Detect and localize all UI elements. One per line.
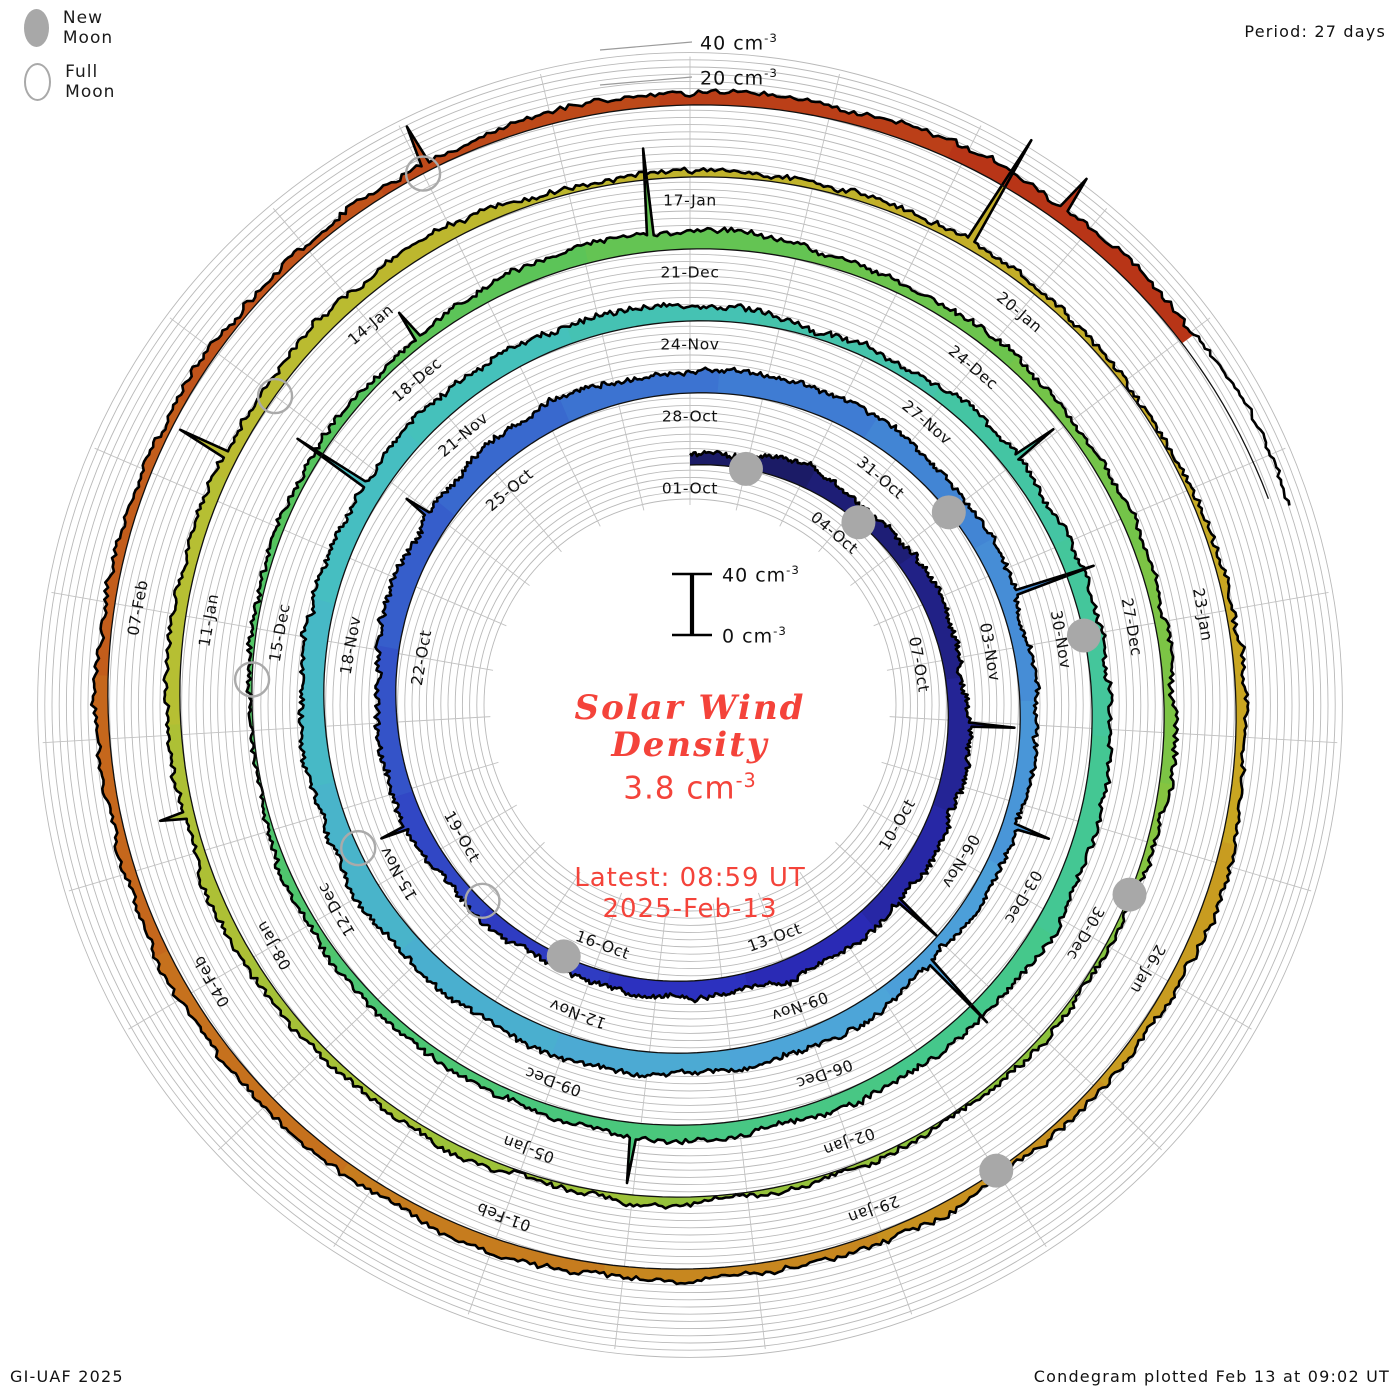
new-moon-marker: [546, 939, 581, 974]
legend-item-new-moon: New Moon: [24, 8, 126, 48]
chart-title-line2: Density: [611, 724, 769, 765]
latest-date: 2025-Feb-13: [602, 894, 778, 925]
full-moon-marker: [233, 661, 271, 698]
center-readout: Solar Wind Density 3.8 cm-3 Latest: 08:5…: [380, 690, 1000, 926]
new-moon-icon: [24, 9, 49, 47]
full-moon-marker: [340, 829, 377, 867]
latest-readout: Latest: 08:59 UT 2025-Feb-13: [380, 863, 1000, 926]
credit-label: GI-UAF 2025: [10, 1367, 124, 1386]
radial-axis-label-40-text: 40 cm: [700, 32, 765, 55]
period-label: Period: 27 days: [1244, 22, 1386, 41]
full-moon-icon: [24, 63, 52, 101]
date-tick-label: 30-Nov: [1047, 609, 1075, 670]
scale-bar-top-text: 40 cm: [722, 564, 787, 587]
date-tick-label: 01-Feb: [474, 1199, 533, 1235]
date-tick-label: 06-Dec: [794, 1055, 856, 1092]
radial-axis-label-40-exp: -3: [764, 31, 778, 45]
scale-bar-bottom-exp: -3: [773, 624, 787, 638]
new-moon-marker: [1066, 618, 1101, 653]
legend-label-new-moon: New Moon: [62, 8, 114, 48]
angular-gridlines: [42, 56, 1338, 1350]
date-tick-label: 18-Nov: [337, 614, 365, 675]
scale-bar-top-exp: -3: [786, 563, 800, 577]
legend-label-full-moon: Full Moon: [65, 62, 116, 102]
new-moon-marker: [841, 505, 876, 540]
full-moon-marker: [464, 882, 501, 920]
date-tick-label: 03-Nov: [976, 621, 1004, 682]
current-value: 3.8 cm-3: [380, 769, 1000, 806]
current-value-text: 3.8 cm: [623, 770, 736, 807]
date-tick-label: 21-Dec: [661, 264, 720, 282]
date-tick-label: 22-Oct: [408, 628, 435, 686]
new-moon-marker: [1112, 877, 1147, 912]
full-moon-marker: [404, 155, 442, 192]
latest-time: Latest: 08:59 UT: [574, 862, 806, 893]
date-tick-label: 09-Dec: [522, 1063, 584, 1100]
moon-phase-markers: [233, 155, 1147, 1188]
radial-axis-label-20-text: 20 cm: [700, 67, 765, 90]
date-tick-label: 02-Jan: [821, 1124, 878, 1159]
new-moon-marker: [979, 1153, 1014, 1188]
date-tick-label: 24-Nov: [660, 336, 719, 354]
radial-axis-label-20: 20 cm-3: [700, 66, 778, 89]
full-moon-marker: [256, 377, 294, 415]
date-tick-label: 29-Jan: [845, 1192, 902, 1227]
legend-item-full-moon: Full Moon: [24, 62, 126, 102]
new-moon-marker: [931, 495, 966, 530]
date-tick-label: 07-Feb: [124, 578, 152, 637]
scale-bar-bottom-text: 0 cm: [722, 625, 774, 648]
new-moon-marker: [728, 451, 763, 486]
date-tick-label: 27-Dec: [1118, 597, 1146, 658]
date-tick-label: 28-Oct: [662, 408, 718, 426]
chart-title-line1: Solar Wind: [574, 688, 806, 728]
date-tick-label: 05-Jan: [500, 1131, 557, 1166]
radial-axis-label-20-exp: -3: [764, 66, 778, 80]
current-value-exp: -3: [735, 769, 757, 793]
date-tick-label: 01-Oct: [662, 480, 718, 498]
date-tick-label: 16-Oct: [573, 927, 632, 963]
radial-axis-leader-lines: [599, 41, 693, 86]
date-tick-label: 09-Nov: [769, 988, 831, 1025]
date-tick-label: 17-Jan: [663, 192, 717, 210]
plotted-timestamp: Condegram plotted Feb 13 at 09:02 UT: [1033, 1367, 1390, 1386]
radial-axis-label-40: 40 cm-3: [700, 31, 778, 54]
date-tick-label: 12-Nov: [547, 995, 609, 1032]
scale-bar-bottom-label: 0 cm-3: [722, 624, 787, 647]
date-tick-label: 15-Dec: [266, 602, 294, 663]
scale-bar-top-label: 40 cm-3: [722, 563, 800, 586]
